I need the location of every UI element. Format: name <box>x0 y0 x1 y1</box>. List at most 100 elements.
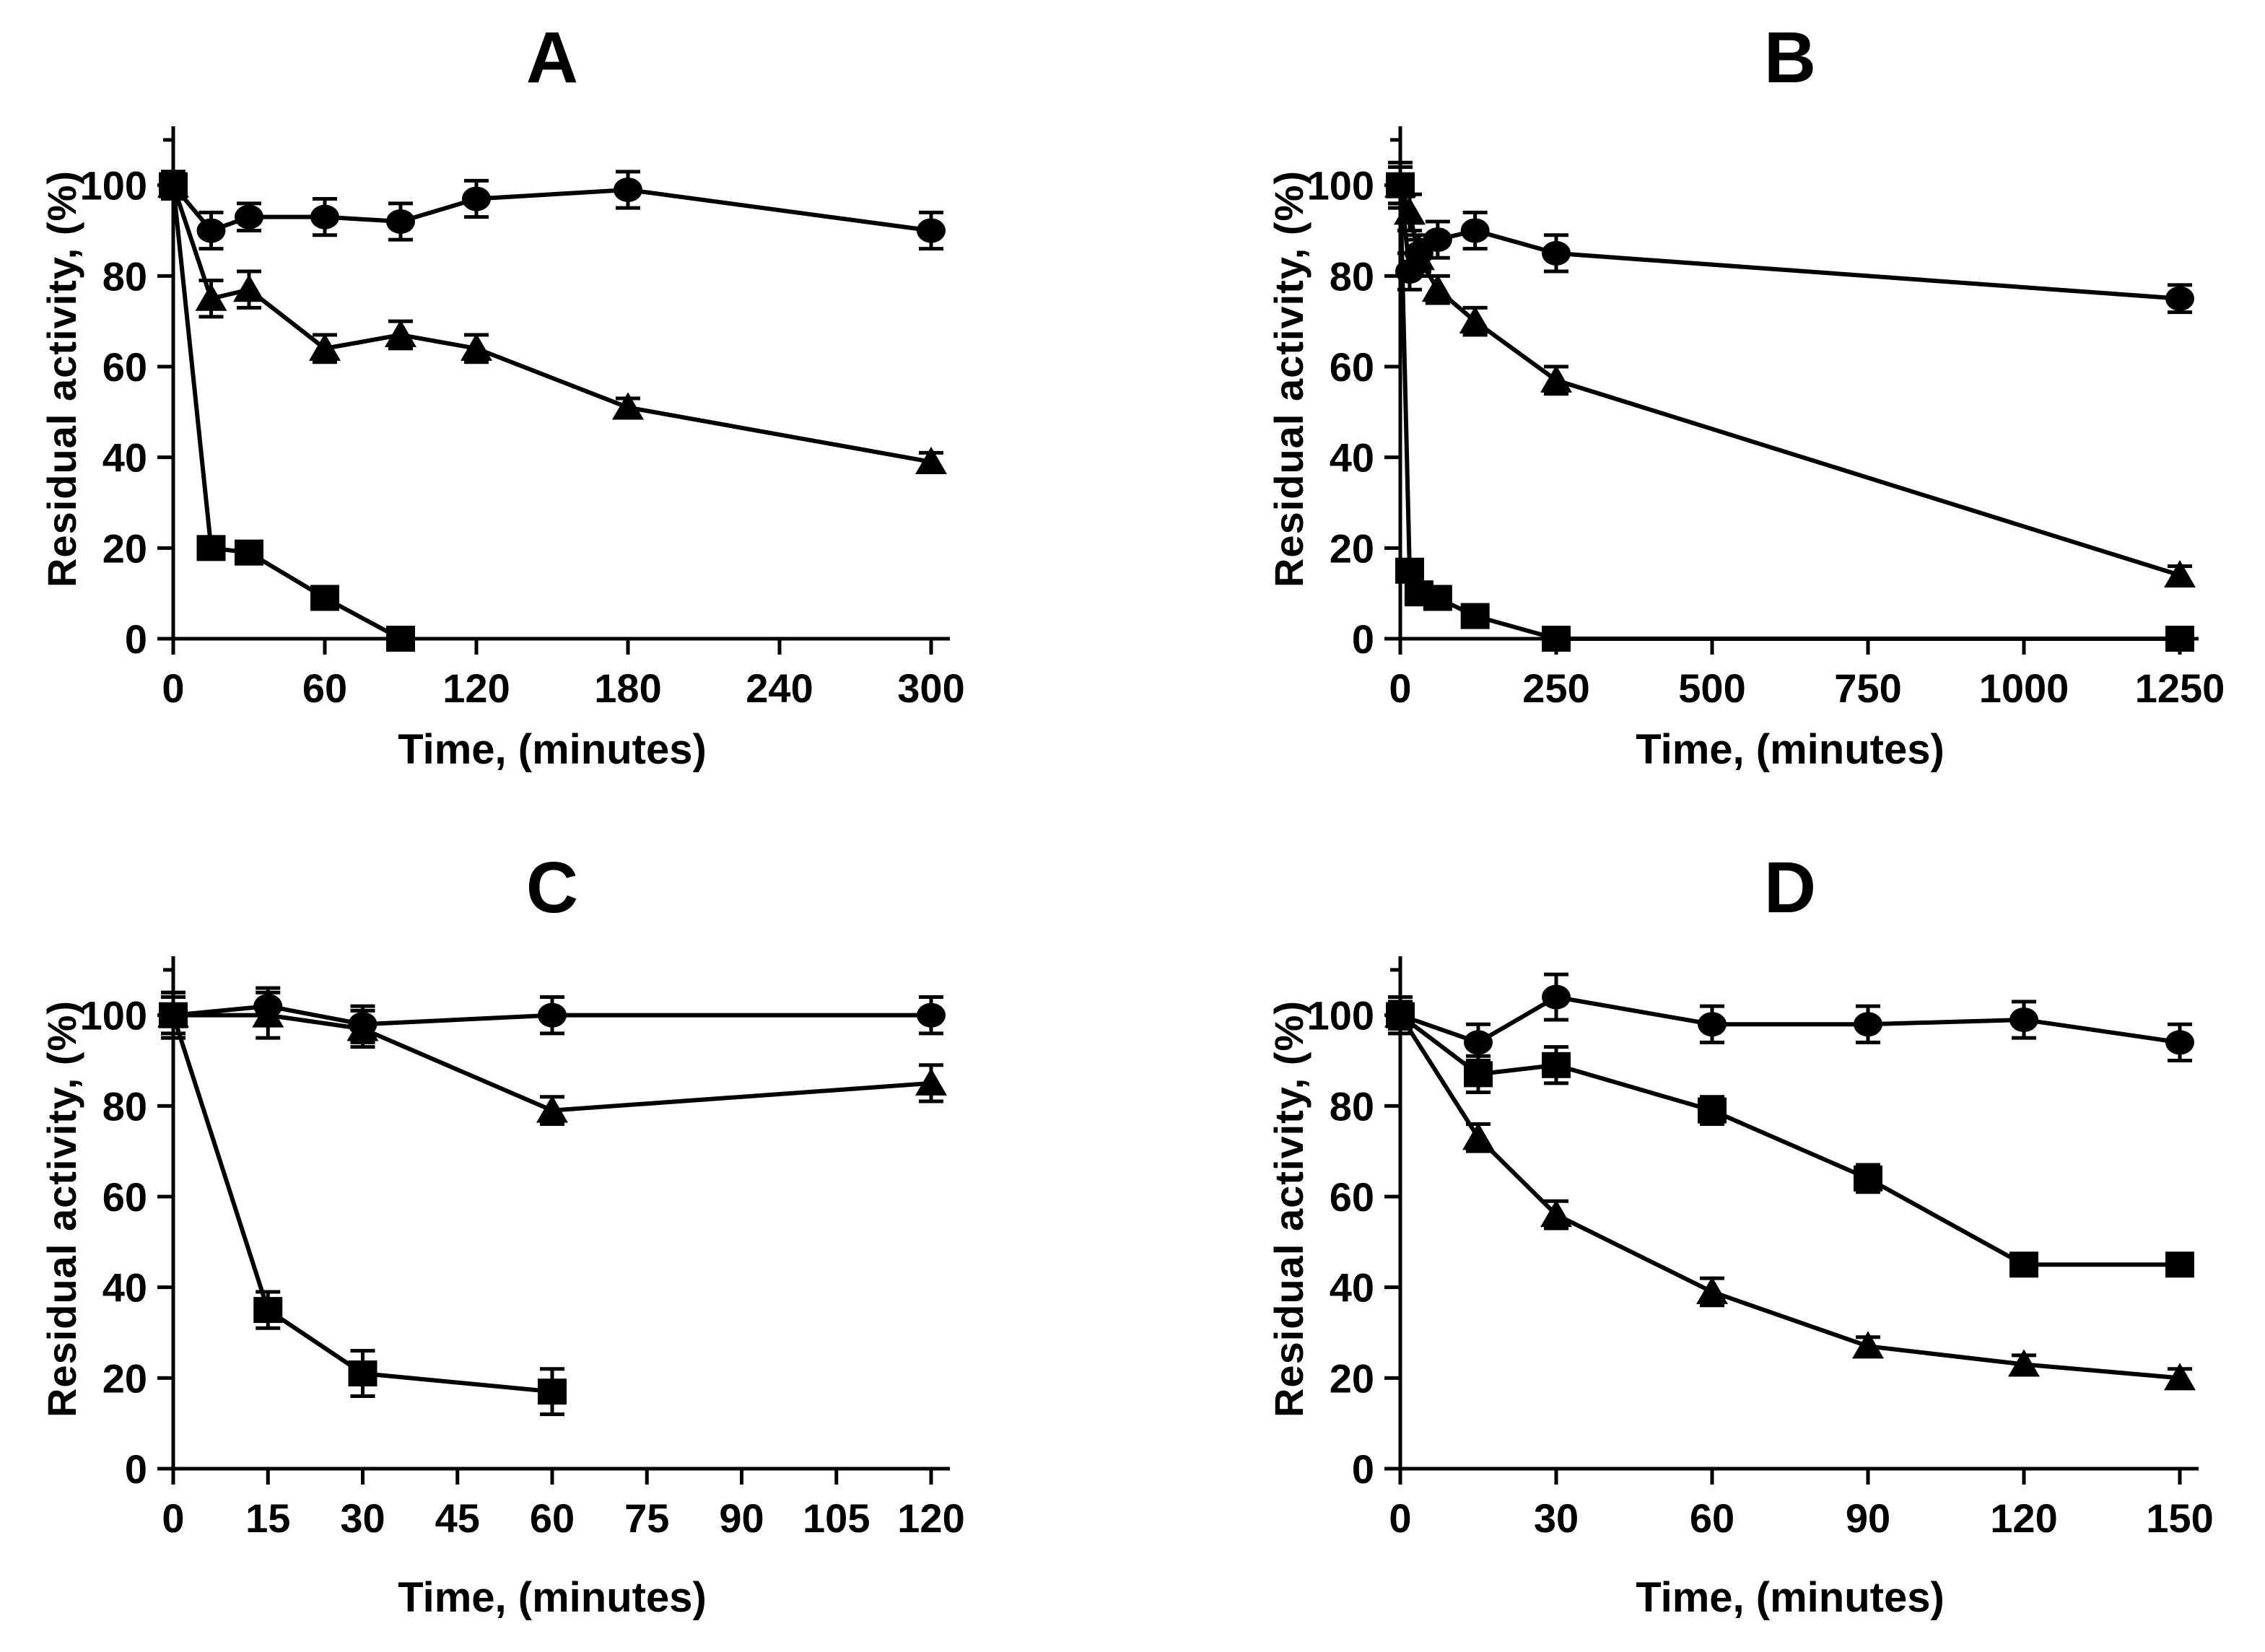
data-point-square <box>310 585 339 611</box>
svg-text:0: 0 <box>162 1495 184 1541</box>
svg-text:0: 0 <box>1389 1495 1411 1541</box>
series-filled-triangle <box>1384 165 2196 588</box>
data-point-square <box>348 1360 378 1387</box>
data-point-square <box>2165 626 2194 652</box>
data-point-square <box>196 535 226 561</box>
series-filled-square <box>159 990 567 1417</box>
panel-b-title: B <box>1763 17 1817 98</box>
data-point-square <box>1854 1165 1882 1192</box>
data-point-circle <box>310 204 339 230</box>
svg-text:100: 100 <box>1307 163 1374 209</box>
data-point-circle <box>2165 1030 2194 1055</box>
data-point-circle <box>1460 218 1490 243</box>
data-point-circle <box>1542 240 1571 266</box>
svg-text:120: 120 <box>897 1495 964 1541</box>
data-point-triangle <box>1696 1276 1728 1304</box>
data-point-triangle <box>1421 274 1454 302</box>
data-point-square <box>1386 1002 1415 1028</box>
svg-text:1250: 1250 <box>2135 665 2225 711</box>
axes: 0 20 40 60 80 100 0 30 60 90 120 150 <box>1307 956 2214 1541</box>
series-filled-triangle <box>1384 1000 2196 1391</box>
svg-text:45: 45 <box>435 1495 480 1541</box>
svg-text:40: 40 <box>102 435 147 481</box>
data-point-square <box>386 626 415 652</box>
data-point-circle <box>1423 227 1452 253</box>
panel-d: D Residual activity, (%) 0 20 40 60 80 100 0 30… <box>1191 841 2265 1652</box>
data-point-triangle <box>1462 1122 1494 1150</box>
series-filled-circle <box>159 170 946 251</box>
data-point-circle <box>917 1002 946 1028</box>
panel-d-plot-area: 0 20 40 60 80 100 0 30 60 90 120 150 <box>1307 956 2214 1541</box>
data-point-square <box>1460 603 1490 629</box>
svg-text:120: 120 <box>442 665 510 711</box>
data-point-triangle <box>915 446 947 474</box>
series-filled-triangle <box>157 170 947 474</box>
panel-c-plot-area: 0 20 40 60 80 100 0 15 30 45 60 75 90 105 120 <box>80 956 965 1541</box>
series-filled-square <box>1386 995 2194 1278</box>
svg-text:60: 60 <box>1690 1495 1734 1541</box>
svg-text:240: 240 <box>746 665 813 711</box>
svg-text:60: 60 <box>530 1495 575 1541</box>
svg-text:100: 100 <box>80 163 147 209</box>
series-filled-square <box>159 170 415 652</box>
svg-text:60: 60 <box>1330 344 1374 390</box>
data-point-square <box>2165 1251 2194 1278</box>
data-point-triangle <box>2008 1349 2040 1377</box>
data-point-triangle <box>346 1013 379 1041</box>
data-point-circle <box>235 204 263 230</box>
svg-text:0: 0 <box>125 616 147 662</box>
data-point-triangle <box>1540 1199 1572 1228</box>
data-point-circle <box>614 177 642 202</box>
data-point-circle <box>386 209 415 234</box>
svg-text:750: 750 <box>1834 665 1901 711</box>
data-point-square <box>1386 172 1415 198</box>
svg-text:40: 40 <box>1330 1265 1374 1311</box>
svg-text:1000: 1000 <box>1979 665 2069 711</box>
svg-text:80: 80 <box>1330 1083 1374 1129</box>
data-point-triangle <box>1402 242 1435 271</box>
panel-b-x-axis-label: Time, (minutes) <box>1636 726 1945 773</box>
svg-text:60: 60 <box>302 665 347 711</box>
svg-text:40: 40 <box>102 1265 147 1311</box>
data-point-triangle <box>915 1067 947 1096</box>
data-point-square <box>2009 1251 2038 1278</box>
panel-a-plot-area: 0 20 40 60 80 100 0 60 120 180 240 300 <box>80 126 965 711</box>
svg-text:90: 90 <box>1846 1495 1890 1541</box>
data-point-triangle <box>536 1095 568 1123</box>
svg-text:500: 500 <box>1678 665 1745 711</box>
svg-text:20: 20 <box>102 1355 147 1401</box>
svg-text:80: 80 <box>102 253 147 299</box>
data-point-triangle <box>461 333 492 361</box>
svg-text:60: 60 <box>102 1174 147 1220</box>
data-point-triangle <box>195 283 227 311</box>
data-point-square <box>253 1297 283 1324</box>
svg-text:120: 120 <box>1990 1495 2057 1541</box>
panel-b: B Residual activity, (%) 0 20 40 60 80 100 0 25… <box>1191 11 2265 819</box>
data-point-circle <box>196 218 226 243</box>
svg-text:20: 20 <box>102 525 147 571</box>
svg-text:100: 100 <box>80 993 147 1039</box>
panel-d-title: D <box>1763 847 1817 928</box>
data-point-circle <box>917 218 946 243</box>
panel-c: C Residual activity, (%) 0 20 40 60 80 100 0 15… <box>22 841 1104 1652</box>
series-filled-circle <box>1386 972 2194 1063</box>
svg-text:0: 0 <box>1389 665 1411 711</box>
data-point-triangle <box>1540 364 1572 393</box>
data-point-square <box>1542 1052 1571 1078</box>
svg-text:300: 300 <box>897 665 964 711</box>
data-point-circle <box>2165 286 2194 311</box>
svg-text:105: 105 <box>803 1495 870 1541</box>
data-point-circle <box>1854 1012 1882 1037</box>
svg-text:15: 15 <box>245 1495 290 1541</box>
data-point-circle <box>462 186 491 211</box>
data-point-square <box>1464 1061 1493 1088</box>
data-point-square <box>1395 557 1424 584</box>
svg-text:0: 0 <box>125 1446 147 1492</box>
data-point-circle <box>1698 1012 1727 1037</box>
svg-text:80: 80 <box>1330 253 1374 299</box>
svg-text:180: 180 <box>594 665 661 711</box>
svg-text:20: 20 <box>1330 1355 1374 1401</box>
